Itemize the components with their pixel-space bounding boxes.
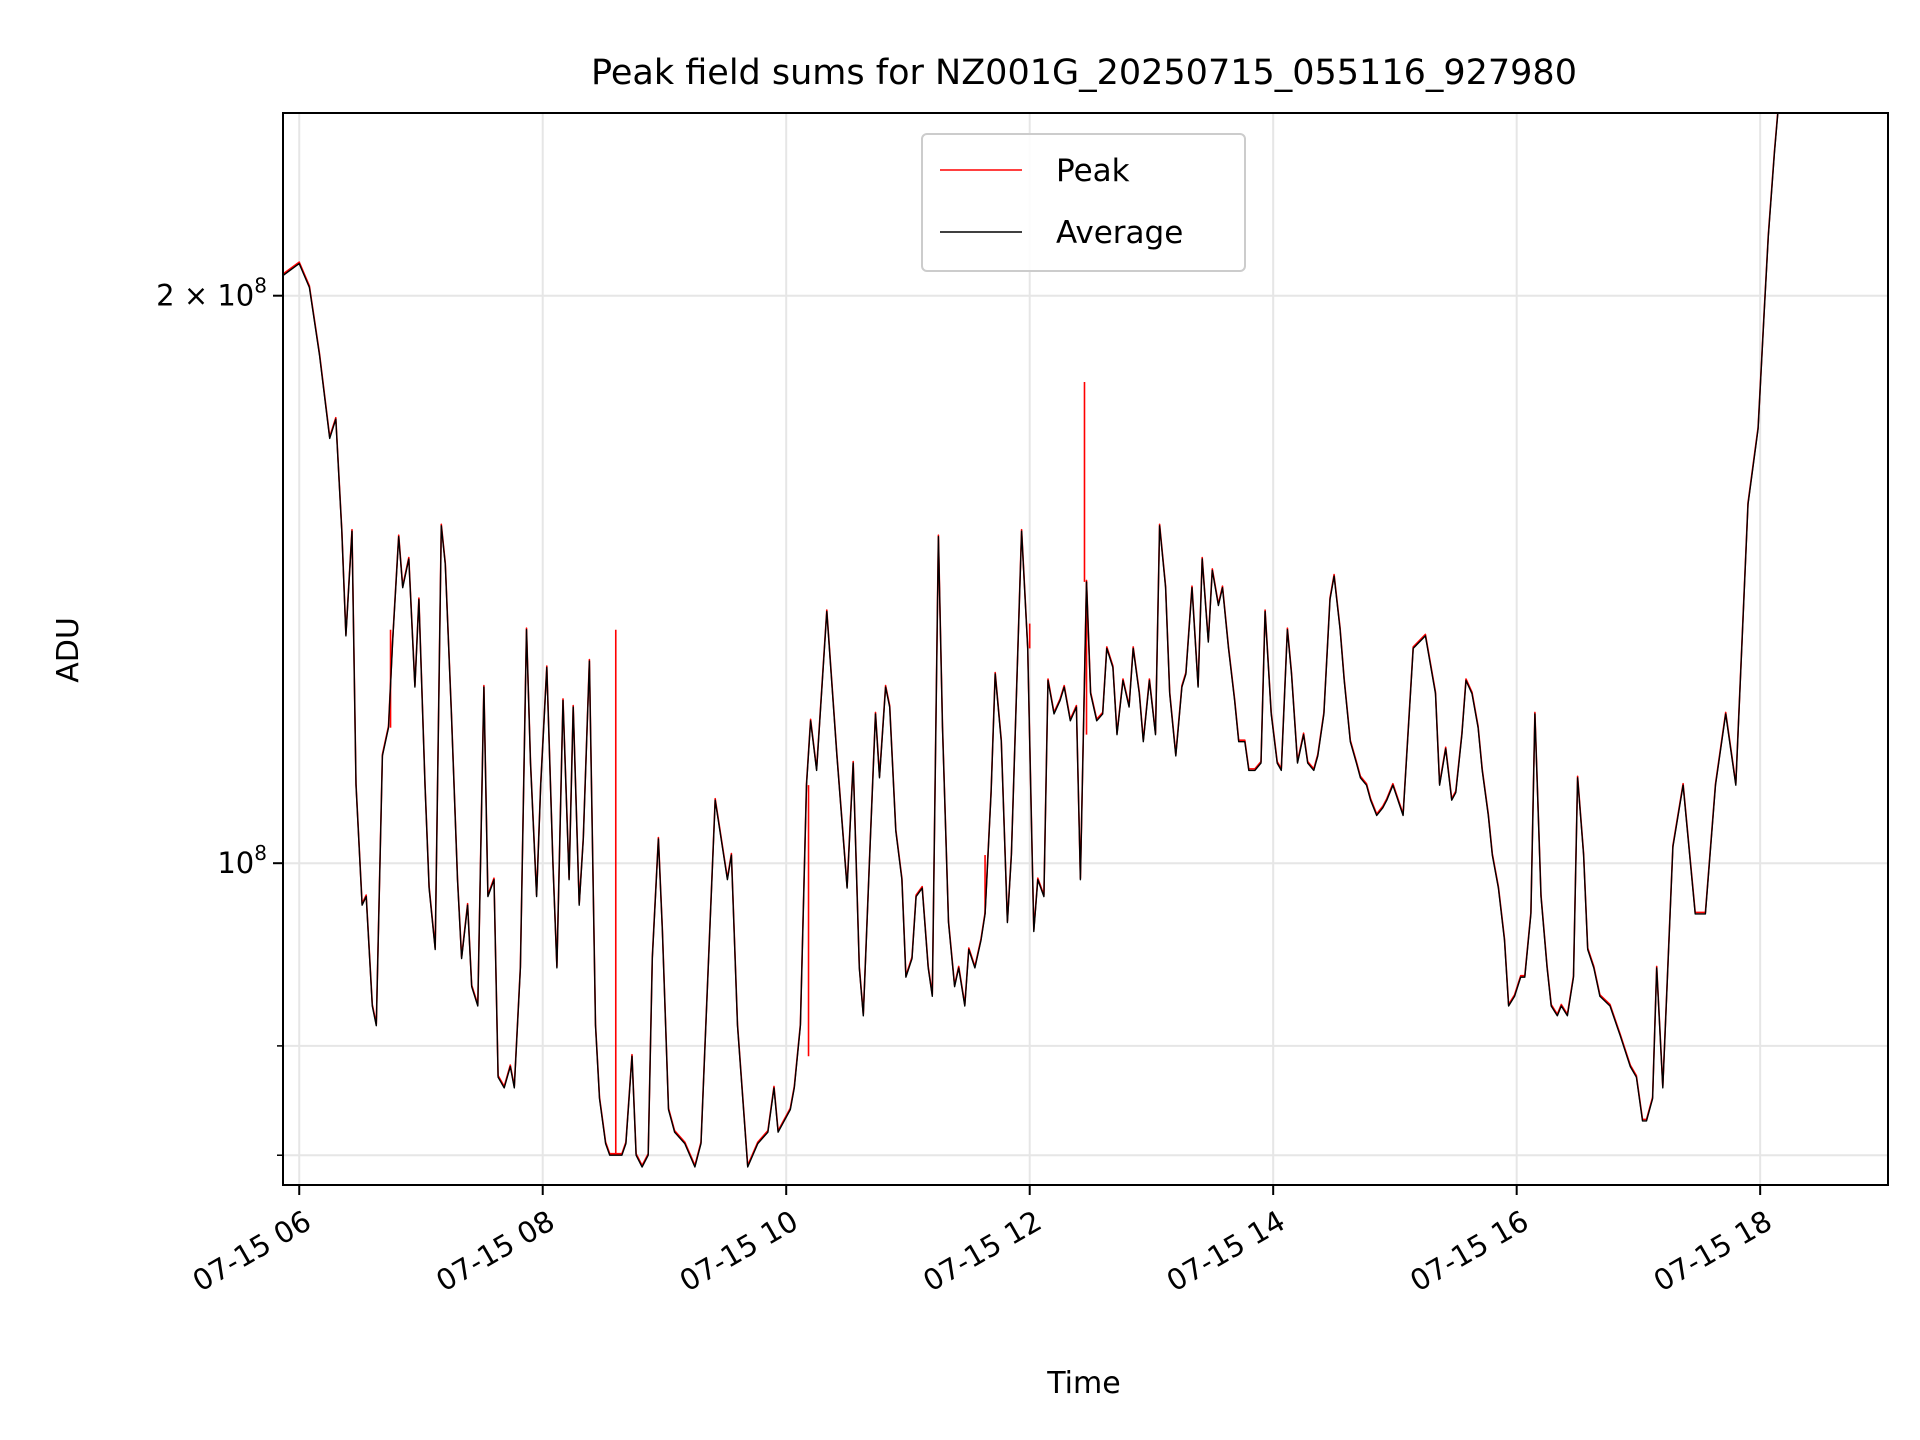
plot-frame [282, 112, 1889, 1186]
chart-title: Peak field sums for NZ001G_20250715_0551… [591, 53, 1577, 93]
plot-series [283, 113, 1779, 1168]
legend-box [921, 133, 1246, 272]
grid-lines [283, 113, 1888, 1185]
legend-peak-label: Peak [1056, 153, 1130, 189]
legend-average-label: Average [1056, 215, 1183, 251]
y-axis-title: ADU [51, 617, 86, 683]
y-axis-ticks: 108 2 × 108 [156, 274, 283, 1156]
y-tick-label: 108 [217, 841, 267, 880]
x-axis-title: Time [1046, 1366, 1120, 1401]
legend: Peak Average [921, 133, 1246, 272]
y-tick-label: 2 × 108 [156, 274, 267, 313]
average-series-line [283, 113, 1779, 1168]
